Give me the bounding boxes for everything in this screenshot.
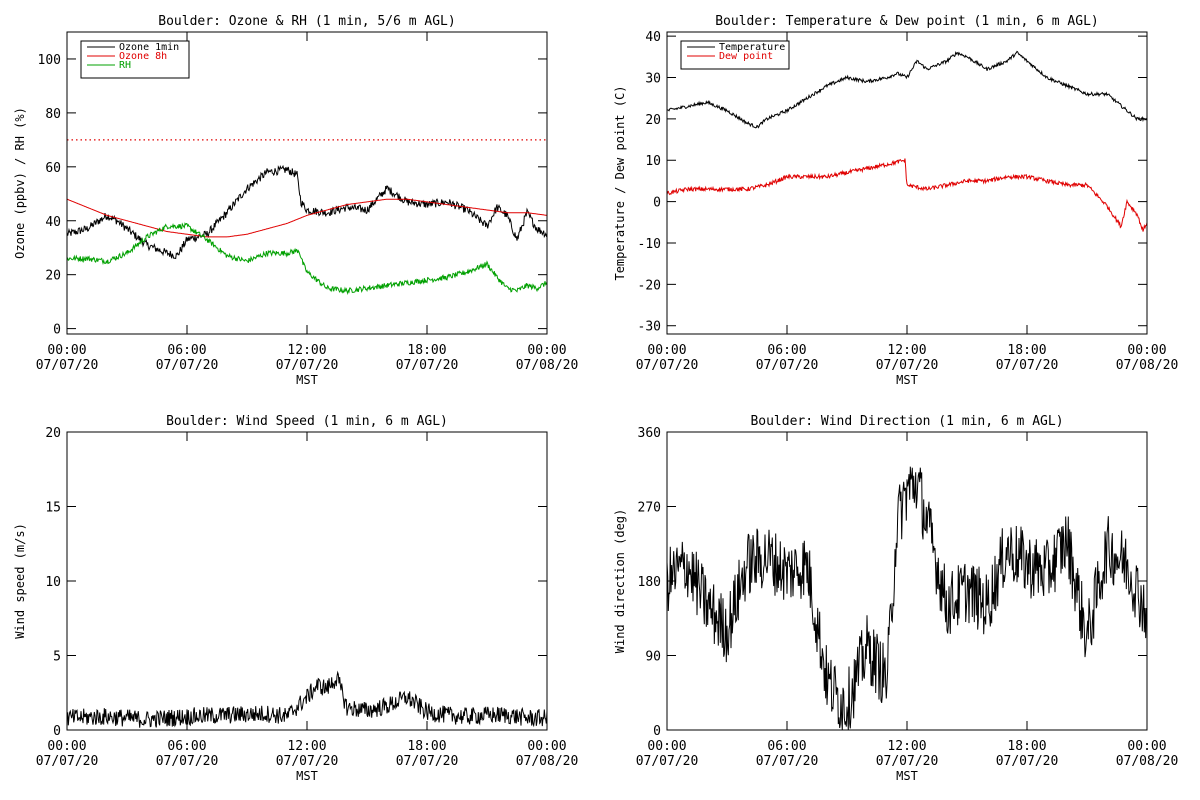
temp-series-line	[667, 158, 1147, 232]
ytick-label: 20	[45, 269, 61, 284]
xtick-time: 12:00	[287, 739, 326, 754]
ozone-xlabel: MST	[296, 373, 318, 387]
ozone-title: Boulder: Ozone & RH (1 min, 5/6 m AGL)	[158, 14, 455, 29]
xtick-date: 07/07/20	[36, 754, 99, 769]
xtick-time: 00:00	[647, 343, 686, 358]
wspd-ylabel: Wind speed (m/s)	[13, 523, 27, 639]
wspd-plot-frame	[66, 431, 548, 731]
xtick-date: 07/07/20	[996, 358, 1059, 373]
wdir-ylabel: Wind direction (deg)	[613, 509, 627, 654]
xtick-date: 07/07/20	[276, 358, 339, 373]
xtick-date: 07/07/20	[396, 754, 459, 769]
ytick-label: 15	[45, 501, 61, 516]
ytick-label: 0	[653, 196, 661, 211]
xtick-time: 18:00	[1007, 343, 1046, 358]
xtick-date: 07/07/20	[876, 358, 939, 373]
xtick-time: 00:00	[527, 343, 566, 358]
xtick-time: 00:00	[647, 739, 686, 754]
wspd-series-line	[67, 670, 547, 728]
ytick-label: -10	[638, 237, 661, 252]
ytick-label: 0	[653, 724, 661, 739]
temp-plot-frame	[666, 31, 1148, 335]
xtick-time: 18:00	[1007, 739, 1046, 754]
temp-series-line	[667, 50, 1147, 129]
ytick-label: 80	[45, 107, 61, 122]
legend-label: RH	[119, 60, 131, 71]
xtick-time: 00:00	[1127, 739, 1166, 754]
ytick-label: 20	[45, 426, 61, 441]
xtick-date: 07/08/20	[516, 754, 579, 769]
ytick-label: 360	[638, 426, 661, 441]
xtick-time: 06:00	[167, 739, 206, 754]
wdir-chart: Boulder: Wind Direction (1 min, 6 m AGL)…	[613, 414, 1178, 783]
ytick-label: 30	[645, 72, 661, 87]
ytick-label: 0	[53, 724, 61, 739]
legend-label: Dew point	[719, 51, 773, 62]
wdir-title: Boulder: Wind Direction (1 min, 6 m AGL)	[750, 414, 1063, 429]
legend-label: Temperature	[719, 42, 785, 53]
temp-chart: Boulder: Temperature & Dew point (1 min,…	[613, 14, 1178, 387]
xtick-date: 07/07/20	[756, 358, 819, 373]
ytick-label: 270	[638, 501, 661, 516]
ytick-label: 90	[645, 650, 661, 665]
ytick-label: 40	[45, 215, 61, 230]
ozone-ylabel: Ozone (ppbv) / RH (%)	[13, 107, 27, 259]
xtick-date: 07/07/20	[876, 754, 939, 769]
legend-label: Ozone 1min	[119, 42, 179, 53]
ytick-label: -20	[638, 278, 661, 293]
ytick-label: 10	[45, 575, 61, 590]
xtick-date: 07/07/20	[36, 358, 99, 373]
xtick-time: 00:00	[527, 739, 566, 754]
ytick-label: 100	[38, 53, 61, 68]
wspd-xlabel: MST	[296, 769, 318, 783]
xtick-date: 07/07/20	[156, 358, 219, 373]
ytick-label: 60	[45, 161, 61, 176]
xtick-time: 00:00	[47, 739, 86, 754]
temp-title: Boulder: Temperature & Dew point (1 min,…	[715, 14, 1099, 29]
wspd-title: Boulder: Wind Speed (1 min, 6 m AGL)	[166, 414, 448, 429]
ozone-series-line	[67, 222, 547, 295]
xtick-time: 12:00	[887, 343, 926, 358]
xtick-date: 07/07/20	[756, 754, 819, 769]
xtick-date: 07/08/20	[1116, 754, 1179, 769]
legend-label: Ozone 8h	[119, 51, 167, 62]
xtick-time: 12:00	[287, 343, 326, 358]
xtick-time: 18:00	[407, 739, 446, 754]
temp-ylabel: Temperature / Dew point (C)	[613, 85, 627, 280]
ytick-label: -30	[638, 320, 661, 335]
xtick-date: 07/07/20	[996, 754, 1059, 769]
xtick-date: 07/07/20	[636, 754, 699, 769]
ozone-chart: Boulder: Ozone & RH (1 min, 5/6 m AGL) Oz…	[13, 14, 578, 387]
ozone-plot-frame	[66, 31, 548, 335]
ytick-label: 0	[53, 323, 61, 338]
ytick-label: 5	[53, 650, 61, 665]
xtick-date: 07/07/20	[636, 358, 699, 373]
wspd-chart: Boulder: Wind Speed (1 min, 6 m AGL) Wind…	[13, 414, 578, 783]
temp-xlabel: MST	[896, 373, 918, 387]
ytick-label: 10	[645, 154, 661, 169]
wdir-series-line	[667, 466, 1147, 730]
xtick-time: 00:00	[1127, 343, 1166, 358]
ytick-label: 20	[645, 113, 661, 128]
xtick-time: 12:00	[887, 739, 926, 754]
ozone-series-line	[67, 198, 547, 238]
wdir-plot-frame	[666, 431, 1148, 731]
xtick-time: 06:00	[767, 739, 806, 754]
xtick-date: 07/07/20	[396, 358, 459, 373]
xtick-date: 07/08/20	[1116, 358, 1179, 373]
ytick-label: 180	[638, 575, 661, 590]
xtick-time: 06:00	[767, 343, 806, 358]
xtick-date: 07/08/20	[516, 358, 579, 373]
ytick-label: 40	[645, 30, 661, 45]
temp-legend	[680, 40, 790, 70]
xtick-date: 07/07/20	[276, 754, 339, 769]
xtick-time: 00:00	[47, 343, 86, 358]
wdir-xlabel: MST	[896, 769, 918, 783]
xtick-time: 06:00	[167, 343, 206, 358]
xtick-date: 07/07/20	[156, 754, 219, 769]
xtick-time: 18:00	[407, 343, 446, 358]
